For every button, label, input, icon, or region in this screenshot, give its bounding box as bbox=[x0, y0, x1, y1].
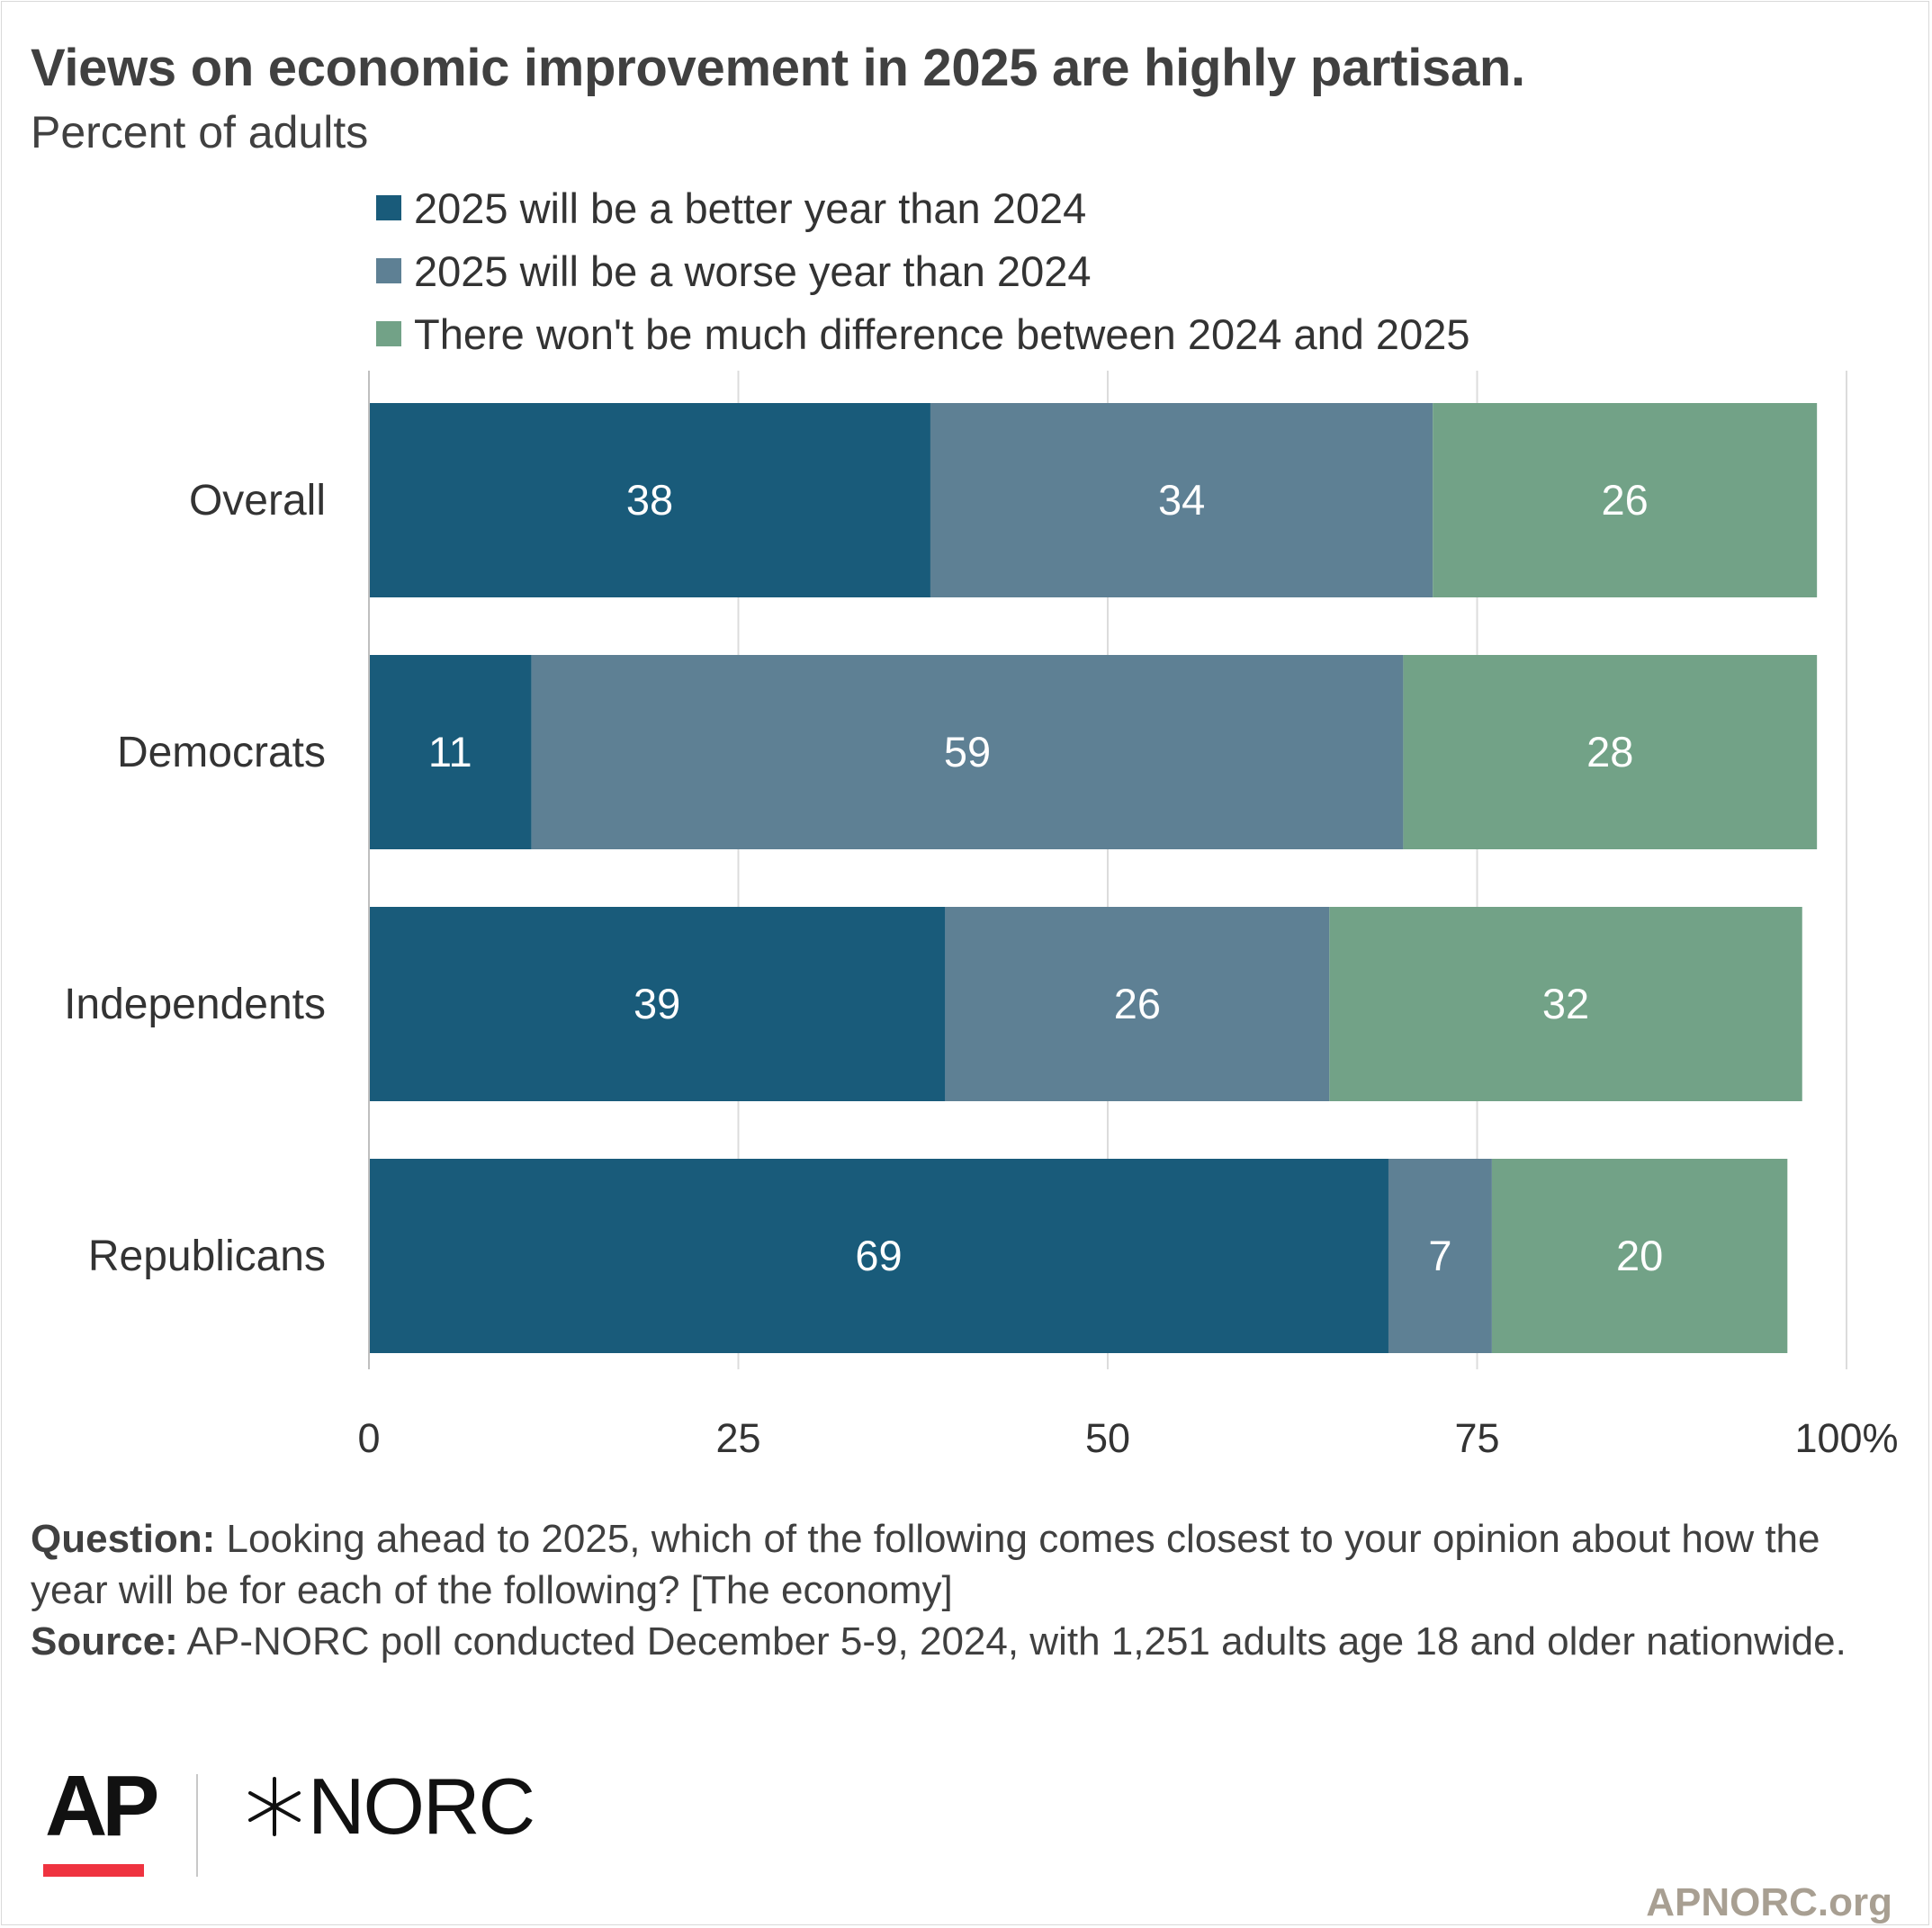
bar-value-label: 11 bbox=[428, 728, 472, 776]
bar-segment bbox=[1403, 655, 1818, 849]
bar-segment bbox=[1388, 1159, 1492, 1353]
bar-value-label: 7 bbox=[1428, 1232, 1451, 1279]
legend-swatch-better bbox=[376, 195, 401, 220]
bar-segment bbox=[930, 403, 1433, 597]
category-label: Independents bbox=[64, 981, 326, 1028]
ap-logo: AP bbox=[45, 1758, 159, 1854]
bar-segment bbox=[531, 655, 1404, 849]
legend: 2025 will be a better year than 2024 202… bbox=[376, 176, 1470, 365]
chart-title: Views on economic improvement in 2025 ar… bbox=[31, 39, 1525, 97]
bar-segment bbox=[369, 403, 930, 597]
norc-logo-text: NORC bbox=[308, 1762, 535, 1851]
legend-item-worse: 2025 will be a worse year than 2024 bbox=[376, 239, 1470, 302]
category-label: Republicans bbox=[88, 1233, 326, 1280]
x-tick-label: 75 bbox=[1454, 1415, 1499, 1461]
question-label: Question: bbox=[31, 1517, 216, 1561]
bar-segment bbox=[1491, 1159, 1788, 1353]
legend-label-worse: 2025 will be a worse year than 2024 bbox=[414, 247, 1092, 295]
x-tick-label: 100% bbox=[1794, 1415, 1898, 1461]
source-label: Source: bbox=[31, 1619, 178, 1663]
norc-logo: NORC bbox=[245, 1762, 535, 1851]
chart-subtitle: Percent of adults bbox=[31, 107, 369, 157]
legend-item-same: There won't be much difference between 2… bbox=[376, 302, 1470, 365]
legend-label-same: There won't be much difference between 2… bbox=[414, 309, 1470, 358]
bar-value-label: 20 bbox=[1616, 1232, 1663, 1279]
bar-value-label: 39 bbox=[634, 980, 680, 1027]
legend-swatch-worse bbox=[376, 258, 401, 283]
bar-segment bbox=[369, 655, 532, 849]
question-text: Looking ahead to 2025, which of the foll… bbox=[31, 1517, 1820, 1612]
x-tick-label: 50 bbox=[1085, 1415, 1130, 1461]
bar-value-label: 69 bbox=[855, 1232, 902, 1279]
bar-value-label: 32 bbox=[1542, 980, 1589, 1027]
category-label: Overall bbox=[189, 477, 326, 525]
bar-value-label: 26 bbox=[1114, 980, 1161, 1027]
bar-segment bbox=[1433, 403, 1818, 597]
bar-value-label: 59 bbox=[944, 728, 991, 776]
bar-segment bbox=[369, 907, 946, 1101]
ap-logo-underline bbox=[43, 1864, 144, 1877]
asterisk-star-icon bbox=[248, 1777, 301, 1836]
bar-value-label: 28 bbox=[1586, 728, 1633, 776]
legend-swatch-same bbox=[376, 321, 401, 346]
site-link[interactable]: APNORC.org bbox=[1646, 1880, 1892, 1924]
bar-value-label: 38 bbox=[626, 476, 673, 524]
logo-divider bbox=[196, 1774, 198, 1877]
bar-segment bbox=[369, 1159, 1388, 1353]
bar-segment bbox=[1329, 907, 1802, 1101]
x-tick-label: 25 bbox=[715, 1415, 760, 1461]
bar-value-label: 34 bbox=[1158, 476, 1205, 524]
source-text: AP-NORC poll conducted December 5-9, 202… bbox=[177, 1619, 1847, 1663]
category-label: Democrats bbox=[117, 729, 326, 776]
question-note: Question: Looking ahead to 2025, which o… bbox=[31, 1513, 1884, 1616]
x-tick-label: 0 bbox=[357, 1415, 380, 1461]
bar-value-label: 26 bbox=[1602, 476, 1649, 524]
bar-segment bbox=[945, 907, 1330, 1101]
source-note: Source: AP-NORC poll conducted December … bbox=[31, 1616, 1884, 1667]
legend-item-better: 2025 will be a better year than 2024 bbox=[376, 176, 1470, 239]
legend-label-better: 2025 will be a better year than 2024 bbox=[414, 184, 1087, 232]
bar-chart: 0 25 50 75 100% Overall 38 34 26 Democrats 11 59 28 I… bbox=[64, 371, 1899, 1461]
